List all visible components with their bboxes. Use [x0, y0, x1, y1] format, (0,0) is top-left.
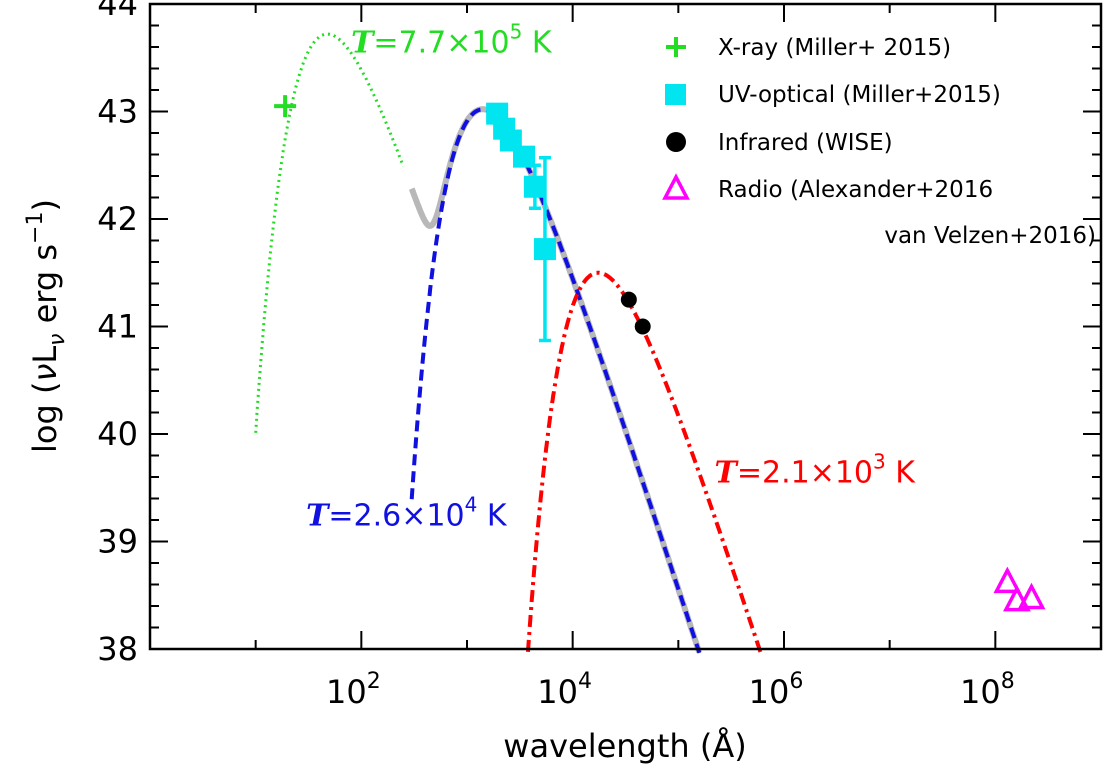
legend-label-xray: X-ray (Miller+ 2015) — [718, 35, 951, 61]
legend-label-radio-line2: van Velzen+2016) — [884, 223, 1096, 249]
temperature-annotations: T=7.7×105 K T=2.6×104 K T=2.1×103 K — [306, 19, 916, 533]
infrared-point — [634, 318, 651, 335]
y-title-suffix: ) — [26, 199, 64, 211]
temperature-label: T=2.6×104 K — [306, 492, 508, 533]
y-title-sup: −1 — [23, 212, 48, 244]
tick-labels: 38 39 40 41 42 43 44 102 104 106 108 — [97, 0, 1014, 711]
y-tick-label: 44 — [97, 0, 138, 23]
legend-marker-uv — [665, 84, 686, 105]
xray-point — [274, 95, 297, 118]
curve-blackbody-26000 — [409, 107, 702, 654]
y-tick-label: 42 — [97, 200, 138, 238]
y-axis-title: log (νLν erg s−1) — [23, 199, 70, 453]
x-axis-title: wavelength (Å) — [503, 727, 746, 765]
uv-optical-point — [523, 175, 546, 198]
x-tick-label: 104 — [537, 669, 592, 711]
radio-point — [993, 566, 1022, 594]
curve-blackbody-2100 — [526, 270, 764, 655]
model-curves — [254, 32, 764, 655]
x-tick-label: 106 — [749, 669, 804, 711]
legend-label-uv: UV-optical (Miller+2015) — [718, 82, 1001, 108]
y-tick-label: 39 — [97, 523, 138, 561]
y-title-l: L — [26, 346, 64, 364]
y-tick-label: 43 — [97, 93, 138, 131]
curve-blackbody-770000 — [254, 32, 405, 433]
curve-total — [408, 106, 703, 654]
y-tick-label: 38 — [97, 630, 138, 668]
legend-marker-xray — [666, 37, 686, 57]
x-tick-label: 108 — [960, 669, 1015, 711]
y-tick-label: 40 — [97, 415, 138, 453]
infrared-point — [620, 291, 637, 308]
legend: X-ray (Miller+ 2015) UV-optical (Miller+… — [662, 35, 1096, 249]
y-title-nu-sub: ν — [45, 334, 70, 346]
uv-optical-point — [513, 145, 536, 168]
y-title-prefix: log ( — [26, 382, 64, 453]
temperature-label: T=7.7×105 K — [351, 19, 553, 60]
axis-ticks — [149, 3, 1102, 650]
legend-label-radio: Radio (Alexander+2016 — [718, 177, 993, 203]
uv-optical-point — [533, 238, 556, 261]
radio-point — [1003, 584, 1031, 612]
y-title-nu: ν — [26, 364, 64, 382]
legend-marker-radio — [662, 173, 690, 200]
y-title-rest: erg s — [26, 244, 64, 334]
radio-point — [1017, 582, 1046, 610]
y-tick-label: 41 — [97, 308, 138, 346]
temperature-label: T=2.1×103 K — [715, 449, 917, 490]
legend-marker-ir — [666, 132, 686, 152]
legend-label-ir: Infrared (WISE) — [718, 130, 893, 156]
data-points — [274, 95, 1046, 612]
x-tick-label: 102 — [326, 669, 381, 711]
